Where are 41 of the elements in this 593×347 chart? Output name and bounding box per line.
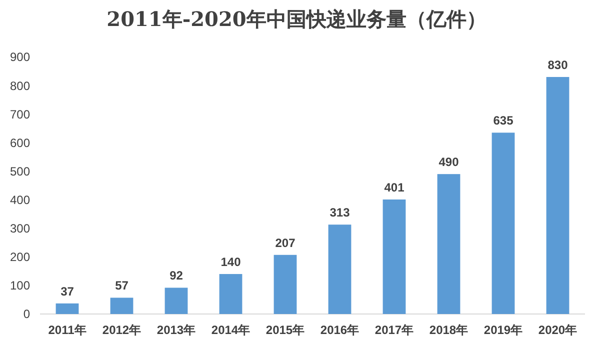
x-tick-label: 2014年 <box>211 323 250 337</box>
y-tick-label: 700 <box>10 107 30 122</box>
y-tick-label: 0 <box>23 307 30 322</box>
x-tick-label: 2018年 <box>429 323 468 337</box>
data-label: 207 <box>275 236 296 250</box>
bar <box>382 199 406 314</box>
y-tick-label: 500 <box>10 164 30 178</box>
bar <box>492 132 515 314</box>
bar <box>164 288 188 314</box>
x-tick-label: 2016年 <box>320 323 360 337</box>
bar <box>110 298 134 314</box>
y-tick-label: 400 <box>10 192 30 207</box>
y-tick-label: 900 <box>10 50 30 64</box>
x-tick-label: 2013年 <box>156 323 196 337</box>
data-label: 57 <box>115 278 129 293</box>
data-label: 635 <box>493 114 514 128</box>
bar <box>219 274 242 314</box>
bar <box>56 303 79 314</box>
data-label: 830 <box>548 58 568 72</box>
x-tick-label: 2015年 <box>266 323 305 337</box>
x-tick-label: 2012年 <box>102 323 142 337</box>
data-label: 490 <box>438 155 460 170</box>
data-label: 313 <box>330 206 350 220</box>
x-tick-label: 2017年 <box>374 323 414 337</box>
chart-title: 2011年-2020年中国快递业务量（亿件） <box>106 7 486 31</box>
y-tick-label: 200 <box>10 250 30 264</box>
data-label: 401 <box>384 180 405 194</box>
y-tick-label: 100 <box>10 278 30 293</box>
x-tick-label: 2011年 <box>48 323 86 337</box>
x-tick-label: 2020年 <box>538 323 578 337</box>
bar <box>328 224 352 314</box>
data-label: 140 <box>220 255 242 270</box>
bar <box>274 254 297 314</box>
y-tick-label: 600 <box>10 136 30 150</box>
bar <box>437 174 460 314</box>
x-tick-label: 2019年 <box>484 323 523 337</box>
y-tick-label: 800 <box>10 78 30 93</box>
bar <box>546 76 570 314</box>
data-label: 92 <box>170 268 184 283</box>
y-tick-label: 300 <box>10 222 30 236</box>
data-label: 37 <box>60 284 74 298</box>
